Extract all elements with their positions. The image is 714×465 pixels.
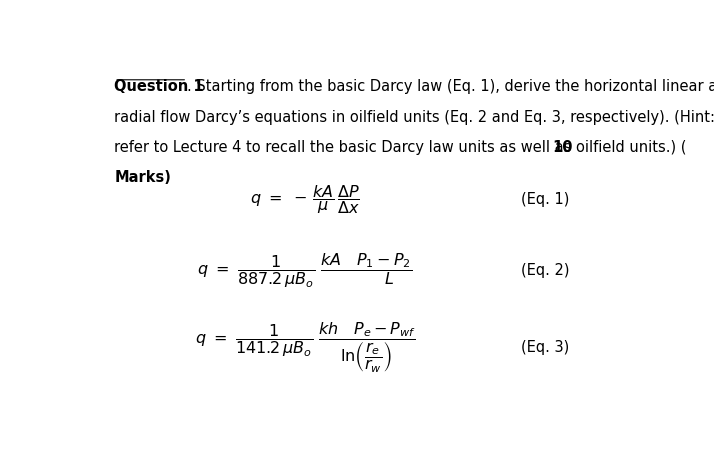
Text: (Eq. 2): (Eq. 2): [521, 263, 569, 278]
Text: Question 1: Question 1: [114, 79, 203, 94]
Text: (Eq. 1): (Eq. 1): [521, 192, 569, 206]
Text: Marks): Marks): [114, 170, 171, 186]
Text: $q\ =\ -\,\dfrac{kA}{\mu}\,\dfrac{\Delta P}{\Delta x}$: $q\ =\ -\,\dfrac{kA}{\mu}\,\dfrac{\Delta…: [250, 183, 360, 215]
Text: 10: 10: [552, 140, 573, 155]
Text: (Eq. 3): (Eq. 3): [521, 340, 569, 355]
Text: $q\ =\ \dfrac{1}{887.2\,\mu B_o}\ \dfrac{kA\ \ \ P_1 - P_2}{\quad\quad\quad L}$: $q\ =\ \dfrac{1}{887.2\,\mu B_o}\ \dfrac…: [198, 251, 413, 290]
Text: refer to Lecture 4 to recall the basic Darcy law units as well as oilfield units: refer to Lecture 4 to recall the basic D…: [114, 140, 687, 155]
Text: $q\ =\ \dfrac{1}{141.2\,\mu B_o}\ \dfrac{kh\quad P_e - P_{wf}}{\ln\!\left(\dfrac: $q\ =\ \dfrac{1}{141.2\,\mu B_o}\ \dfrac…: [194, 320, 416, 375]
Text: radial flow Darcy’s equations in oilfield units (Eq. 2 and Eq. 3, respectively).: radial flow Darcy’s equations in oilfiel…: [114, 110, 714, 125]
Text: . Starting from the basic Darcy law (Eq. 1), derive the horizontal linear and: . Starting from the basic Darcy law (Eq.…: [187, 79, 714, 94]
